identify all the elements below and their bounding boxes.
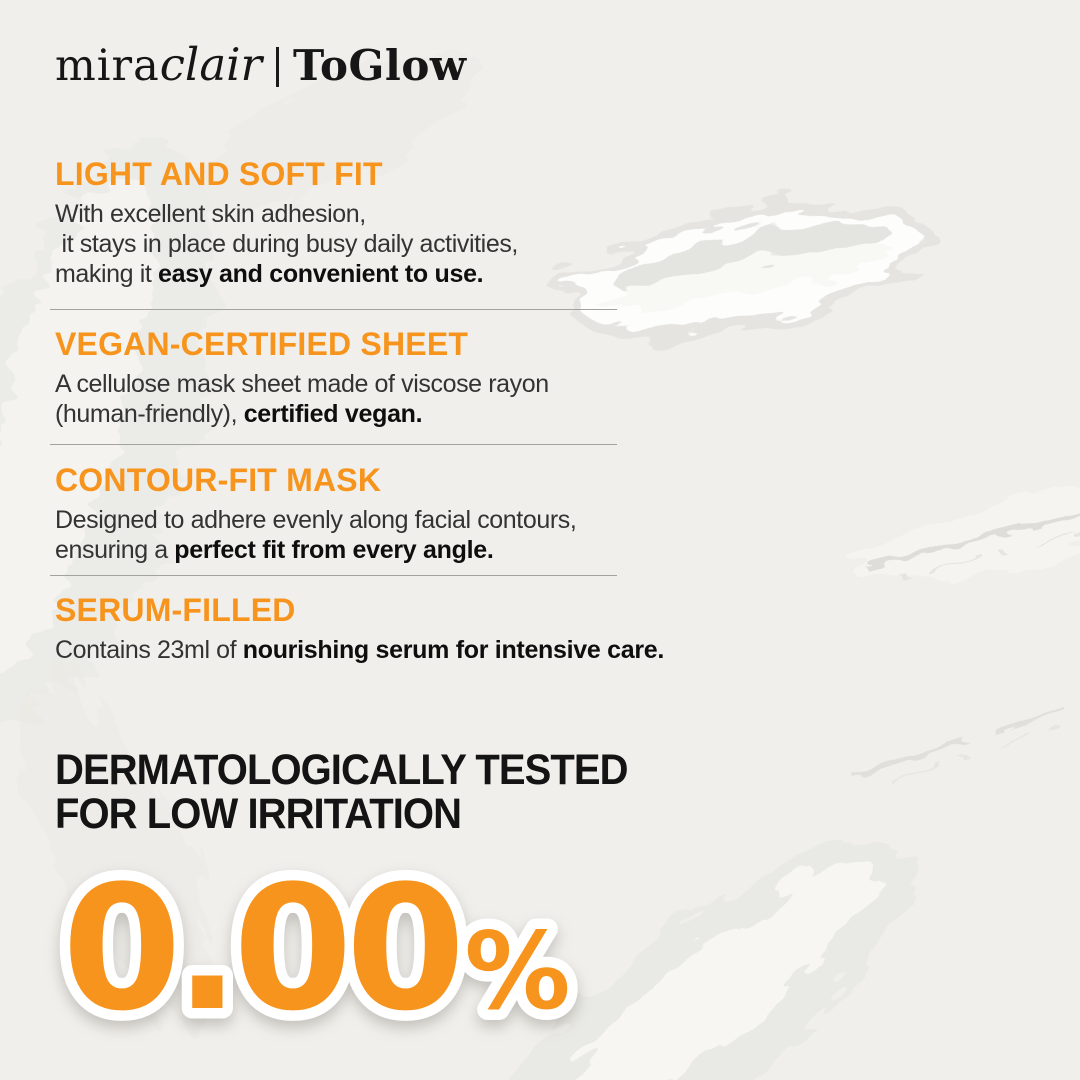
feature-text-bold: certified vegan. <box>243 400 423 428</box>
product-line-name: ToGlow <box>293 41 467 90</box>
percent-sign: % <box>464 910 570 1033</box>
percentage-value: 0.00 <box>62 848 458 1049</box>
feature-section-contour-fit-mask: CONTOUR-FIT MASK Designed to adhere even… <box>55 462 695 565</box>
claim-line-2: FOR LOW IRRITATION <box>55 790 462 838</box>
feature-heading: LIGHT AND SOFT FIT <box>55 156 383 192</box>
brand-name-serif: mira <box>55 41 160 91</box>
feature-text-normal: it stays in place during busy daily acti… <box>55 230 519 258</box>
cream-smear-top-right <box>563 197 927 339</box>
feature-text-normal: Contains 23ml of <box>55 636 243 664</box>
irritation-percentage-figure: 0.00% <box>52 838 582 1060</box>
feature-text-bold: perfect fit from every angle. <box>174 536 494 564</box>
feature-text-line: ensuring a perfect fit from every angle. <box>55 535 695 565</box>
feature-text-normal: ensuring a <box>55 536 175 564</box>
feature-heading: SERUM-FILLED <box>55 592 296 628</box>
feature-text-normal: making it <box>55 260 158 288</box>
feature-text-line: it stays in place during busy daily acti… <box>55 229 695 259</box>
feature-section-vegan-certified-sheet: VEGAN-CERTIFIED SHEET A cellulose mask s… <box>55 326 695 429</box>
feature-section-light-and-soft-fit: LIGHT AND SOFT FIT With excellent skin a… <box>55 156 695 289</box>
cream-smear-right <box>854 485 1080 585</box>
feature-text-normal: A cellulose mask sheet made of viscose r… <box>55 370 549 398</box>
cream-smears <box>0 48 1080 1080</box>
section-divider <box>50 575 617 576</box>
feature-text-line: Designed to adhere evenly along facial c… <box>55 505 695 535</box>
feature-text-normal: Designed to adhere evenly along facial c… <box>55 506 577 534</box>
feature-text-bold: easy and convenient to use. <box>157 260 484 288</box>
feature-heading: CONTOUR-FIT MASK <box>55 462 382 498</box>
feature-text-line: With excellent skin adhesion, <box>55 199 695 229</box>
feature-section-serum-filled: SERUM-FILLED Contains 23ml of nourishing… <box>55 592 695 665</box>
feature-text-line: A cellulose mask sheet made of viscose r… <box>55 369 695 399</box>
feature-text-line: Contains 23ml of nourishing serum for in… <box>55 635 695 665</box>
section-divider <box>50 309 617 310</box>
claim-heading: DERMATOLOGICALLY TESTED FOR LOW IRRITATI… <box>55 746 629 838</box>
feature-heading: VEGAN-CERTIFIED SHEET <box>55 326 469 362</box>
section-divider <box>50 444 617 445</box>
irritation-percentage-text: 0.00% <box>62 848 571 1049</box>
feature-text-line: (human-friendly), certified vegan. <box>55 399 695 429</box>
logo-separator-bar <box>276 46 280 87</box>
cream-smear-bottom <box>488 841 912 1080</box>
brand-name-script: clair <box>159 38 263 91</box>
feature-text-line: making it easy and convenient to use. <box>55 259 695 289</box>
feature-text-normal: With excellent skin adhesion, <box>55 200 366 228</box>
claim-line-1: DERMATOLOGICALLY TESTED <box>55 746 629 794</box>
feature-text-bold: nourishing serum for intensive care. <box>242 636 665 664</box>
feature-text-normal: (human-friendly), <box>55 400 244 428</box>
brand-logo: mira clair ToGlow <box>55 38 467 91</box>
